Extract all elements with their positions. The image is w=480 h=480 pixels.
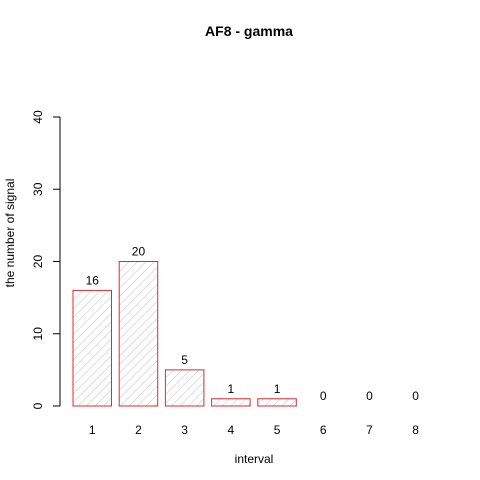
bar <box>72 289 112 407</box>
y-tick-label: 40 <box>31 110 45 124</box>
chart-title: AF8 - gamma <box>205 23 293 39</box>
bar-data-label: 0 <box>412 389 419 403</box>
data-labels: 16 20 5 1 1 0 0 0 <box>86 245 420 404</box>
bars <box>72 261 297 407</box>
x-tick-label: 1 <box>89 423 96 437</box>
x-tick-label: 2 <box>135 423 142 437</box>
x-tick-label: 3 <box>181 423 188 437</box>
bar-data-label: 0 <box>366 389 373 403</box>
y-tick-label: 10 <box>31 327 45 341</box>
bar-data-label: 1 <box>228 382 235 396</box>
y-axis-label: the number of signal <box>3 179 17 288</box>
y-tick-label: 30 <box>31 182 45 196</box>
y-axis: 0 10 20 30 40 <box>31 110 61 409</box>
x-tick-label: 4 <box>228 423 235 437</box>
bar <box>257 398 297 407</box>
y-tick-label: 0 <box>31 402 45 409</box>
x-tick-label: 5 <box>274 423 281 437</box>
bar-data-label: 16 <box>86 273 100 287</box>
x-axis-label: interval <box>235 452 274 466</box>
bar-data-label: 0 <box>320 389 327 403</box>
x-tick-label: 8 <box>412 423 419 437</box>
bar-data-label: 1 <box>274 382 281 396</box>
bar-data-label: 20 <box>132 245 146 259</box>
bar-data-label: 5 <box>181 353 188 367</box>
bar <box>211 398 251 407</box>
bar <box>164 369 205 407</box>
bar <box>118 261 159 407</box>
y-tick-label: 20 <box>31 255 45 269</box>
x-tick-label: 6 <box>320 423 327 437</box>
x-tick-labels: 1 2 3 4 5 6 7 8 <box>89 423 419 437</box>
x-tick-label: 7 <box>366 423 373 437</box>
